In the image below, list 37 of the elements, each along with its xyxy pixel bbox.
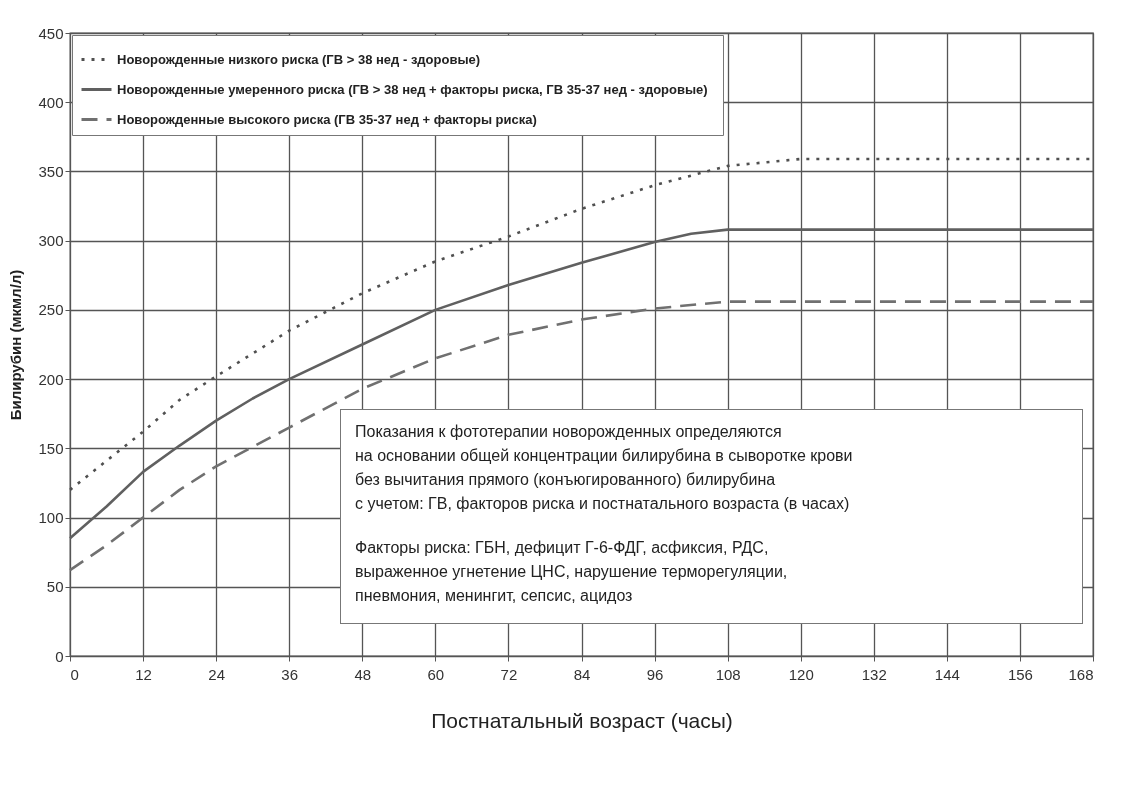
x-tick-label: 132 bbox=[861, 665, 887, 683]
x-tick-label: 36 bbox=[281, 665, 299, 683]
y-tick-label: 50 bbox=[46, 578, 64, 596]
y-tick-label: 400 bbox=[38, 93, 64, 111]
x-tick-label: 48 bbox=[354, 665, 372, 683]
y-tick-label: 300 bbox=[38, 232, 64, 250]
x-tick-label: 144 bbox=[934, 665, 960, 683]
x-axis-title: Постнатальный возраст (часы) bbox=[431, 708, 733, 732]
x-tick-label: 168 bbox=[1068, 665, 1094, 683]
y-tick-label: 200 bbox=[38, 370, 64, 388]
y-tick-label: 150 bbox=[38, 439, 64, 457]
y-tick-label: 250 bbox=[38, 301, 64, 319]
x-tick-label: 108 bbox=[715, 665, 741, 683]
y-tick-label: 350 bbox=[38, 162, 64, 180]
annotation: Факторы риска: ГБН, дефицит Г-6-ФДГ, асфиксия, РДС, bbox=[355, 538, 770, 558]
annotation: с учетом: ГВ, факторов риска и постнатального возраста (в часах) bbox=[355, 494, 851, 514]
x-tick-label: 12 bbox=[135, 665, 152, 683]
annotation: Показания к фототерапии новорожденных определяются bbox=[355, 422, 783, 442]
x-tick-label: 0 bbox=[70, 665, 79, 683]
y-tick-label: 100 bbox=[38, 509, 64, 527]
x-tick-label: 24 bbox=[208, 665, 225, 683]
y-tick-label: 450 bbox=[38, 24, 64, 42]
y-tick-label: 0 bbox=[55, 647, 64, 665]
x-tick-label: 84 bbox=[573, 665, 591, 683]
x-tick-label: 120 bbox=[788, 665, 814, 683]
annotation: без вычитания прямого (конъюгированного) билирубина bbox=[355, 470, 777, 490]
x-tick-label: 96 bbox=[646, 665, 664, 683]
annotation: на основании общей концентрации билирубина в сыворотке крови bbox=[355, 446, 854, 466]
x-tick-label: 72 bbox=[500, 665, 518, 683]
legend-label: Новорожденные высокого риска (ГВ 35-37 нед + факторы риска) bbox=[117, 111, 537, 127]
legend-label: Новорожденные низкого риска (ГВ > 38 нед - здоровые) bbox=[117, 51, 481, 67]
annotation: выраженное угнетение ЦНС, нарушение терморегуляции, bbox=[355, 562, 789, 582]
annotation: пневмония, менингит, сепсис, ацидоз bbox=[355, 586, 634, 606]
x-tick-label: 156 bbox=[1007, 665, 1033, 683]
legend-label: Новорожденные умеренного риска (ГВ > 38 нед + факторы риска, ГВ 35-37 нед - здоровые) bbox=[117, 81, 708, 97]
y-axis-title: Билирубин (мкмл/л) bbox=[7, 269, 25, 421]
x-tick-label: 60 bbox=[427, 665, 445, 683]
